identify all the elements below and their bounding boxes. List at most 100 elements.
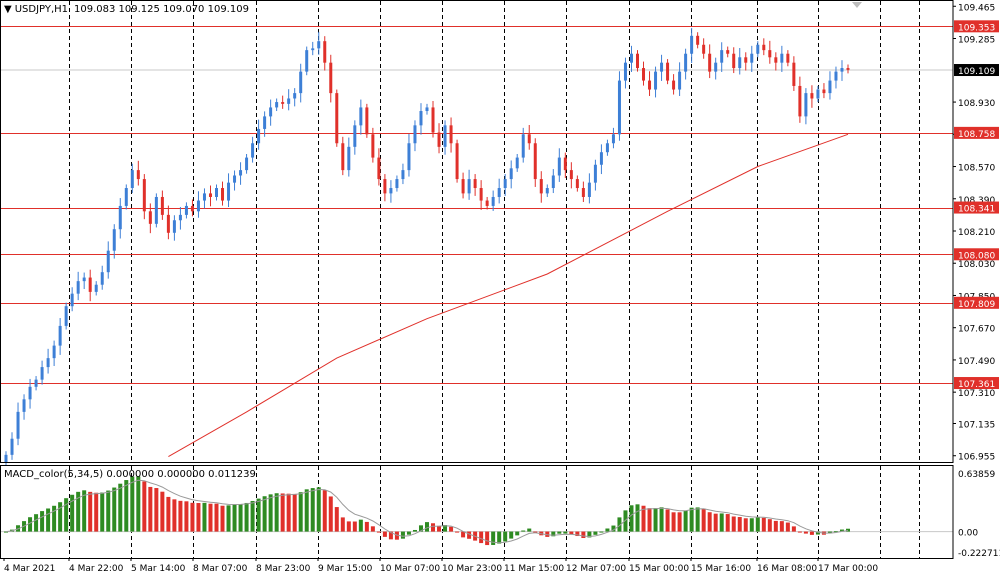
macd-bar [262, 496, 267, 532]
macd-bar [124, 480, 129, 532]
candle-body [503, 179, 507, 189]
candle-body [347, 146, 351, 171]
candle-body [816, 89, 820, 99]
level-price-label: 107.361 [958, 380, 995, 390]
macd-bar [509, 531, 514, 539]
macd-bar [563, 531, 568, 534]
macd-bar [527, 528, 532, 532]
macd-plot-frame [0, 465, 954, 559]
candle-body [287, 98, 291, 104]
candle-body [774, 57, 778, 63]
candle-body [299, 71, 303, 94]
macd-bar [773, 520, 778, 532]
macd-bar [497, 531, 502, 544]
macd-tick-label: 0.00 [958, 529, 978, 539]
candle-body [467, 179, 471, 194]
candle-body [545, 188, 549, 194]
candle-body [485, 200, 489, 206]
price-tick-label: 108.210 [958, 228, 995, 238]
price-tick-label: 107.670 [958, 325, 995, 335]
candle-body [449, 125, 453, 144]
macd-bar [190, 502, 195, 532]
level-price-tag [954, 201, 999, 214]
candle-body [443, 125, 447, 147]
candle-body [118, 205, 122, 230]
macd-bar [479, 531, 484, 544]
candle-body [64, 306, 68, 326]
candle-body [678, 71, 682, 90]
candle-body [233, 175, 237, 183]
macd-bar [605, 528, 610, 532]
price-tick-label: 108.930 [958, 99, 995, 109]
macd-bar [112, 487, 117, 532]
macd-bar [629, 505, 634, 532]
time-tick-label: 5 Mar 14:00 [131, 564, 186, 574]
macd-bar [346, 521, 351, 532]
macd-bar [659, 507, 664, 532]
macd-bar [28, 517, 33, 532]
candle-body [509, 168, 513, 180]
candle-body [822, 89, 826, 94]
candle-body [407, 143, 411, 171]
price-tick-label: 108.390 [958, 196, 995, 206]
macd-bar [635, 504, 640, 532]
candle-body [335, 93, 339, 144]
candle-body [768, 50, 772, 58]
candle-body [34, 379, 38, 387]
macd-bar [130, 476, 135, 532]
macd-bar [250, 500, 255, 532]
macd-bar [779, 521, 784, 532]
macd-bar [575, 531, 580, 537]
dropdown-triangle-icon[interactable]: ▼ [4, 4, 12, 15]
macd-bar [286, 493, 291, 532]
time-tick-label: 15 Mar 00:00 [629, 564, 689, 574]
level-price-tag [954, 296, 999, 309]
candle-body [569, 170, 573, 180]
macd-bar [425, 522, 429, 532]
candle-body [557, 157, 561, 176]
candle-body [263, 116, 267, 129]
macd-bar [256, 498, 261, 532]
macd-bar [755, 517, 760, 532]
macd-bar [731, 516, 736, 532]
macd-bar [418, 525, 423, 532]
candle-body [660, 62, 664, 72]
macd-bar [400, 531, 405, 539]
price-tick-label: 108.570 [958, 164, 995, 174]
candle-body [293, 93, 297, 99]
candle-body [305, 50, 309, 72]
candle-body [323, 41, 327, 63]
macd-bar [34, 514, 39, 532]
time-tick-label: 12 Mar 07:00 [566, 564, 626, 574]
candle-body [28, 386, 32, 400]
macd-bar [46, 508, 51, 532]
candle-body [798, 85, 802, 117]
level-price-label: 109.353 [958, 23, 995, 33]
macd-tick-label: 0.63859 [958, 470, 995, 480]
macd-bar [382, 531, 387, 537]
macd-bar [815, 531, 820, 535]
macd-bar [689, 507, 694, 532]
price-tick-label: 106.955 [958, 453, 995, 463]
candle-body [690, 35, 694, 54]
candle-body [563, 157, 567, 171]
candle-body [786, 53, 790, 63]
macd-bar [4, 531, 8, 533]
macd-bar [70, 494, 75, 532]
candle-body [587, 182, 591, 197]
macd-bar [749, 518, 754, 532]
candle-body [623, 62, 627, 81]
candle-body [208, 193, 212, 197]
candle-body [425, 107, 429, 112]
candle-body [611, 134, 615, 144]
candle-body [52, 345, 56, 359]
candle-body [666, 62, 670, 81]
level-price-tag [954, 20, 999, 33]
macd-bar [797, 531, 802, 533]
macd-bar [136, 476, 141, 532]
time-tick-label: 17 Mar 00:00 [818, 564, 878, 574]
candle-body [10, 438, 14, 455]
macd-bar [394, 531, 399, 540]
